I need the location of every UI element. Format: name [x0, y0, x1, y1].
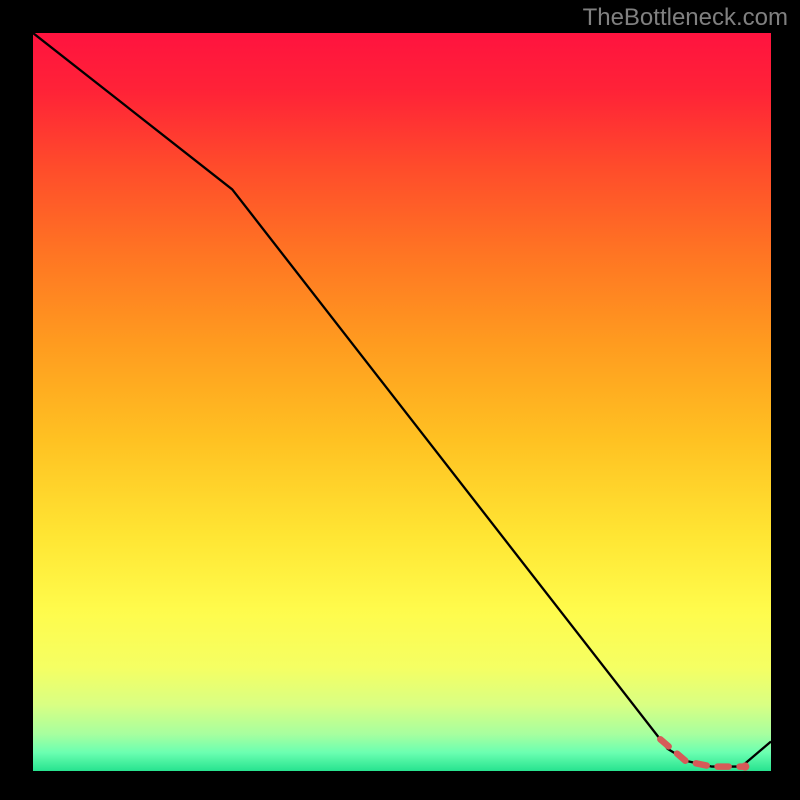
watermark-text: TheBottleneck.com	[583, 4, 788, 32]
chart-stage: TheBottleneck.com	[0, 0, 800, 800]
plot-area	[33, 33, 771, 771]
plot-svg	[33, 33, 771, 771]
end-marker-dot	[741, 762, 749, 770]
gradient-background	[33, 33, 771, 771]
